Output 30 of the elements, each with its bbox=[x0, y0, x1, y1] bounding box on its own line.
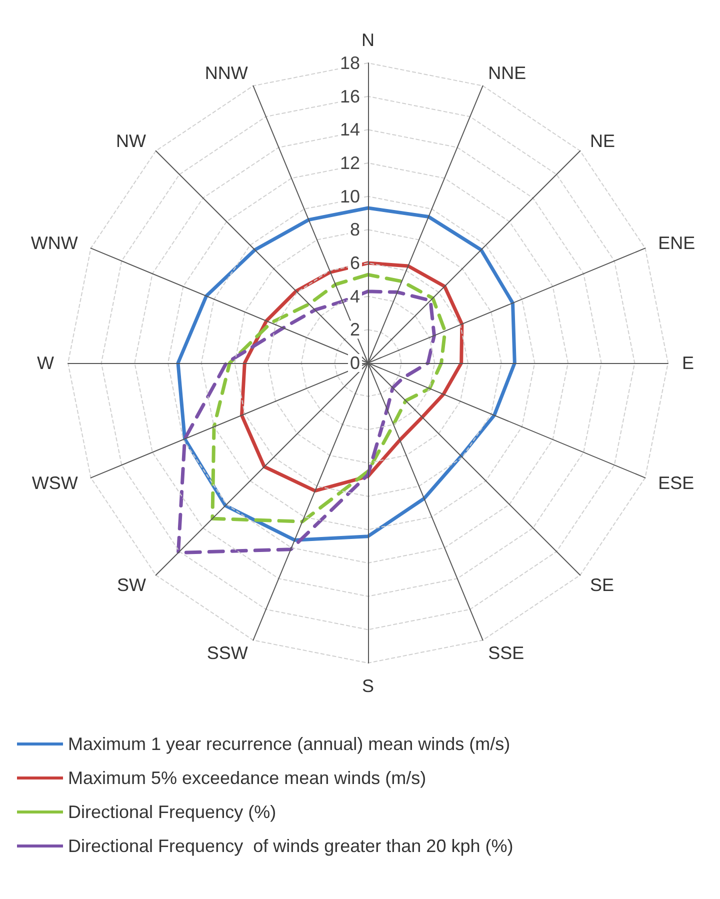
spoke-label: ENE bbox=[658, 232, 696, 253]
y-tick-label: 4 bbox=[350, 286, 360, 306]
spoke-label: ESE bbox=[658, 473, 694, 494]
spoke-label: SW bbox=[116, 575, 146, 596]
spoke-label: S bbox=[362, 676, 374, 696]
spoke-label: SE bbox=[590, 575, 614, 596]
spoke-label: N bbox=[362, 30, 374, 50]
spoke-label: NNE bbox=[488, 62, 526, 83]
y-tick-label: 6 bbox=[350, 253, 360, 273]
legend-label: Maximum 5% exceedance mean winds (m/s) bbox=[68, 768, 426, 788]
y-tick-label: 12 bbox=[340, 153, 360, 173]
y-tick-label: 0 bbox=[350, 353, 360, 373]
y-tick-label: 16 bbox=[340, 86, 360, 106]
y-tick-label: 2 bbox=[350, 320, 360, 340]
y-tick-label: 14 bbox=[340, 120, 360, 140]
spoke-label: W bbox=[37, 353, 54, 373]
spoke-label: NE bbox=[590, 130, 616, 151]
spoke-label: SSW bbox=[206, 643, 248, 664]
legend-label: Directional Frequency of winds greater than 20 kph (%) bbox=[68, 836, 514, 856]
spoke-label: NNW bbox=[204, 62, 248, 83]
y-tick-label: 18 bbox=[340, 53, 360, 73]
legend-label: Maximum 1 year recurrence (annual) mean winds (m/s) bbox=[68, 734, 510, 754]
legend-label: Directional Frequency (%) bbox=[68, 802, 276, 822]
y-tick-label: 10 bbox=[340, 186, 360, 206]
spoke-label: WNW bbox=[30, 232, 78, 253]
spoke-label: E bbox=[682, 353, 694, 373]
spoke-label: SSE bbox=[488, 643, 524, 664]
spoke-label: NW bbox=[116, 130, 146, 151]
y-tick-label: 8 bbox=[350, 220, 360, 240]
spoke-label: WSW bbox=[32, 473, 78, 494]
